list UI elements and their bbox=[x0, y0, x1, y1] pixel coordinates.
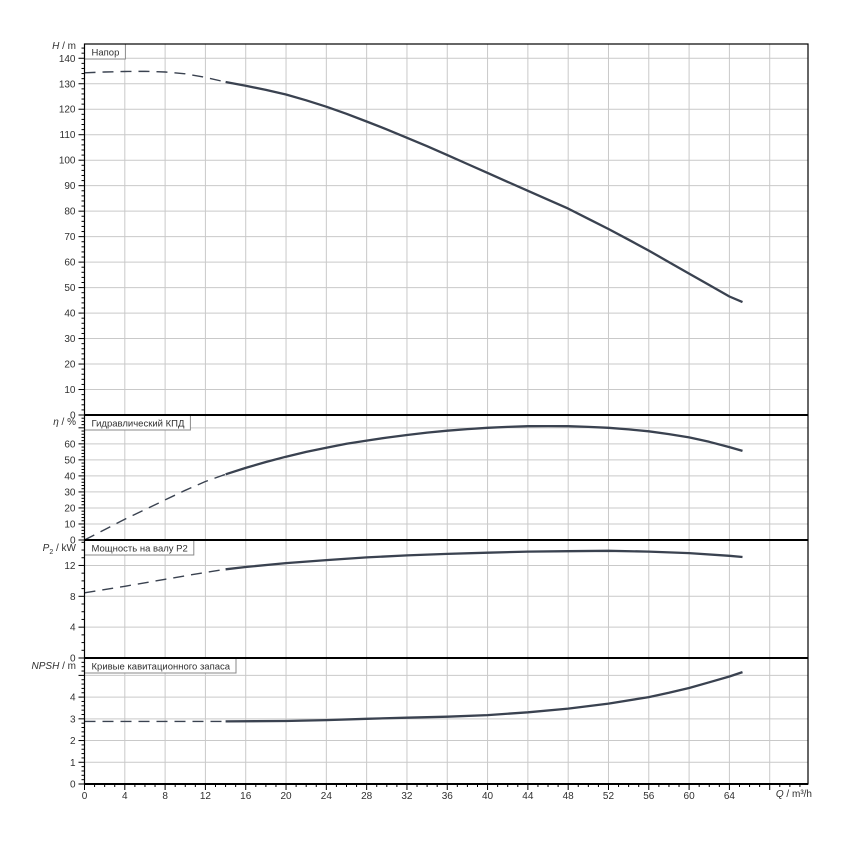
y-gridlines bbox=[84, 564, 808, 628]
x-tick-label: 12 bbox=[200, 791, 212, 802]
y-tick-labels: 0 4 8 12 bbox=[64, 561, 76, 665]
x-tick-label: 4 bbox=[122, 791, 128, 802]
y-tick-label: 60 bbox=[64, 258, 76, 269]
y-tick-label: 110 bbox=[60, 130, 76, 141]
x-tick-label: 48 bbox=[563, 791, 575, 802]
y-tick-labels: 0 10 20 30 40 50 60 70 80 90 100 110 120 130 140 bbox=[59, 54, 76, 422]
y-tick-label: 30 bbox=[64, 487, 76, 498]
x-tick-label: 24 bbox=[321, 791, 333, 802]
x-tick-label: 8 bbox=[162, 791, 168, 802]
y-tick-label: 0 bbox=[70, 780, 76, 791]
curve-efficiency-dashed bbox=[84, 473, 226, 541]
y-tick-label: 30 bbox=[64, 334, 76, 345]
x-tick-label: 28 bbox=[361, 791, 373, 802]
y-tick-label: 8 bbox=[70, 592, 76, 603]
x-tick-label: 40 bbox=[482, 791, 494, 802]
panel-title: Гидравлический КПД bbox=[92, 419, 185, 430]
y-tick-label: 0 bbox=[70, 654, 76, 665]
curve-efficiency-solid bbox=[225, 424, 743, 476]
y-tick-label: 10 bbox=[64, 519, 76, 530]
panel-efficiency: Гидравлический КПД 0 10 20 30 40 50 60 bbox=[64, 414, 808, 547]
panel-npsh: Кривые кавитационного запаса 0 1 2 3 4 bbox=[70, 657, 808, 791]
x-tick-label: 0 bbox=[82, 791, 88, 802]
y-tick-label: 40 bbox=[64, 309, 76, 320]
x-ticks bbox=[84, 784, 801, 790]
y-tick-label: 120 bbox=[59, 105, 76, 116]
y-tick-label: 80 bbox=[64, 207, 76, 218]
x-tick-label: 60 bbox=[684, 791, 696, 802]
y-tick-label: 40 bbox=[64, 471, 76, 482]
panel-title: Мощность на валу P2 bbox=[92, 544, 188, 555]
y-tick-label: 4 bbox=[70, 693, 76, 704]
y-gridlines bbox=[84, 674, 808, 763]
x-tick-label: 52 bbox=[603, 791, 615, 802]
panel-title-box: Напор bbox=[84, 43, 126, 60]
x-tick-label: 56 bbox=[643, 791, 655, 802]
x-tick-label: 44 bbox=[522, 791, 534, 802]
y-unit-label-npsh: NPSH / m bbox=[31, 661, 76, 672]
y-gridlines bbox=[84, 427, 808, 525]
y-tick-label: 20 bbox=[64, 503, 76, 514]
panel-power: Мощность на валу P2 0 4 8 12 bbox=[64, 539, 808, 665]
y-tick-label: 70 bbox=[64, 232, 76, 243]
x-gridlines bbox=[124, 658, 771, 784]
y-tick-label: 2 bbox=[70, 736, 76, 747]
x-gridlines bbox=[124, 44, 771, 415]
y-unit-label-power: P2 / kW bbox=[42, 543, 76, 556]
curve-npsh-solid bbox=[225, 671, 743, 723]
y-tick-labels: 0 10 20 30 40 50 60 bbox=[64, 439, 76, 546]
y-unit-label-head: H / m bbox=[52, 41, 76, 52]
y-gridlines bbox=[84, 57, 808, 391]
y-ticks bbox=[78, 541, 85, 659]
y-tick-label: 50 bbox=[64, 455, 76, 466]
y-unit-label-efficiency: η / % bbox=[53, 417, 76, 428]
x-tick-label: 36 bbox=[442, 791, 454, 802]
y-tick-label: 4 bbox=[70, 623, 76, 634]
x-tick-label: 32 bbox=[401, 791, 413, 802]
y-tick-label: 0 bbox=[70, 536, 76, 547]
panel-title: Напор bbox=[92, 48, 120, 59]
curve-power-solid bbox=[225, 549, 743, 571]
y-tick-label: 10 bbox=[64, 385, 76, 396]
x-gridlines bbox=[124, 415, 771, 540]
x-tick-label: 20 bbox=[280, 791, 292, 802]
x-gridlines bbox=[124, 540, 771, 658]
y-tick-label: 130 bbox=[59, 79, 76, 90]
panel-title-box: Мощность на валу P2 bbox=[84, 539, 195, 556]
y-tick-label: 20 bbox=[64, 360, 76, 371]
x-tick-label: 64 bbox=[724, 791, 736, 802]
y-tick-label: 1 bbox=[70, 758, 76, 769]
panel-title-box: Кривые кавитационного запаса bbox=[84, 657, 237, 674]
y-tick-label: 3 bbox=[70, 714, 76, 725]
x-tick-label: 16 bbox=[240, 791, 252, 802]
y-tick-label: 50 bbox=[64, 283, 76, 294]
x-tick-labels: 0 4 8 12 16 20 24 28 32 36 40 44 48 52 56 60 64 bbox=[82, 791, 736, 802]
curve-head-solid bbox=[225, 80, 743, 304]
panel-title: Кривые кавитационного запаса bbox=[92, 662, 231, 673]
y-tick-label: 0 bbox=[70, 411, 76, 422]
y-tick-label: 140 bbox=[59, 54, 76, 65]
y-ticks bbox=[78, 47, 85, 416]
y-tick-label: 90 bbox=[64, 181, 76, 192]
y-tick-label: 100 bbox=[59, 156, 76, 167]
x-unit-label-flow: Q / m³/h bbox=[775, 789, 812, 800]
panel-head: Напор 0 10 20 30 40 50 60 70 80 90 100 110 120 130 140 bbox=[59, 43, 808, 422]
y-ticks bbox=[78, 414, 85, 541]
y-tick-label: 60 bbox=[64, 439, 76, 450]
y-ticks bbox=[78, 657, 85, 785]
y-tick-labels: 0 1 2 3 4 bbox=[70, 693, 76, 791]
panel-title-box: Гидравлический КПД bbox=[84, 414, 191, 431]
curve-head-dashed bbox=[84, 70, 226, 83]
curve-power-dashed bbox=[84, 568, 226, 594]
y-tick-label: 12 bbox=[64, 561, 76, 572]
